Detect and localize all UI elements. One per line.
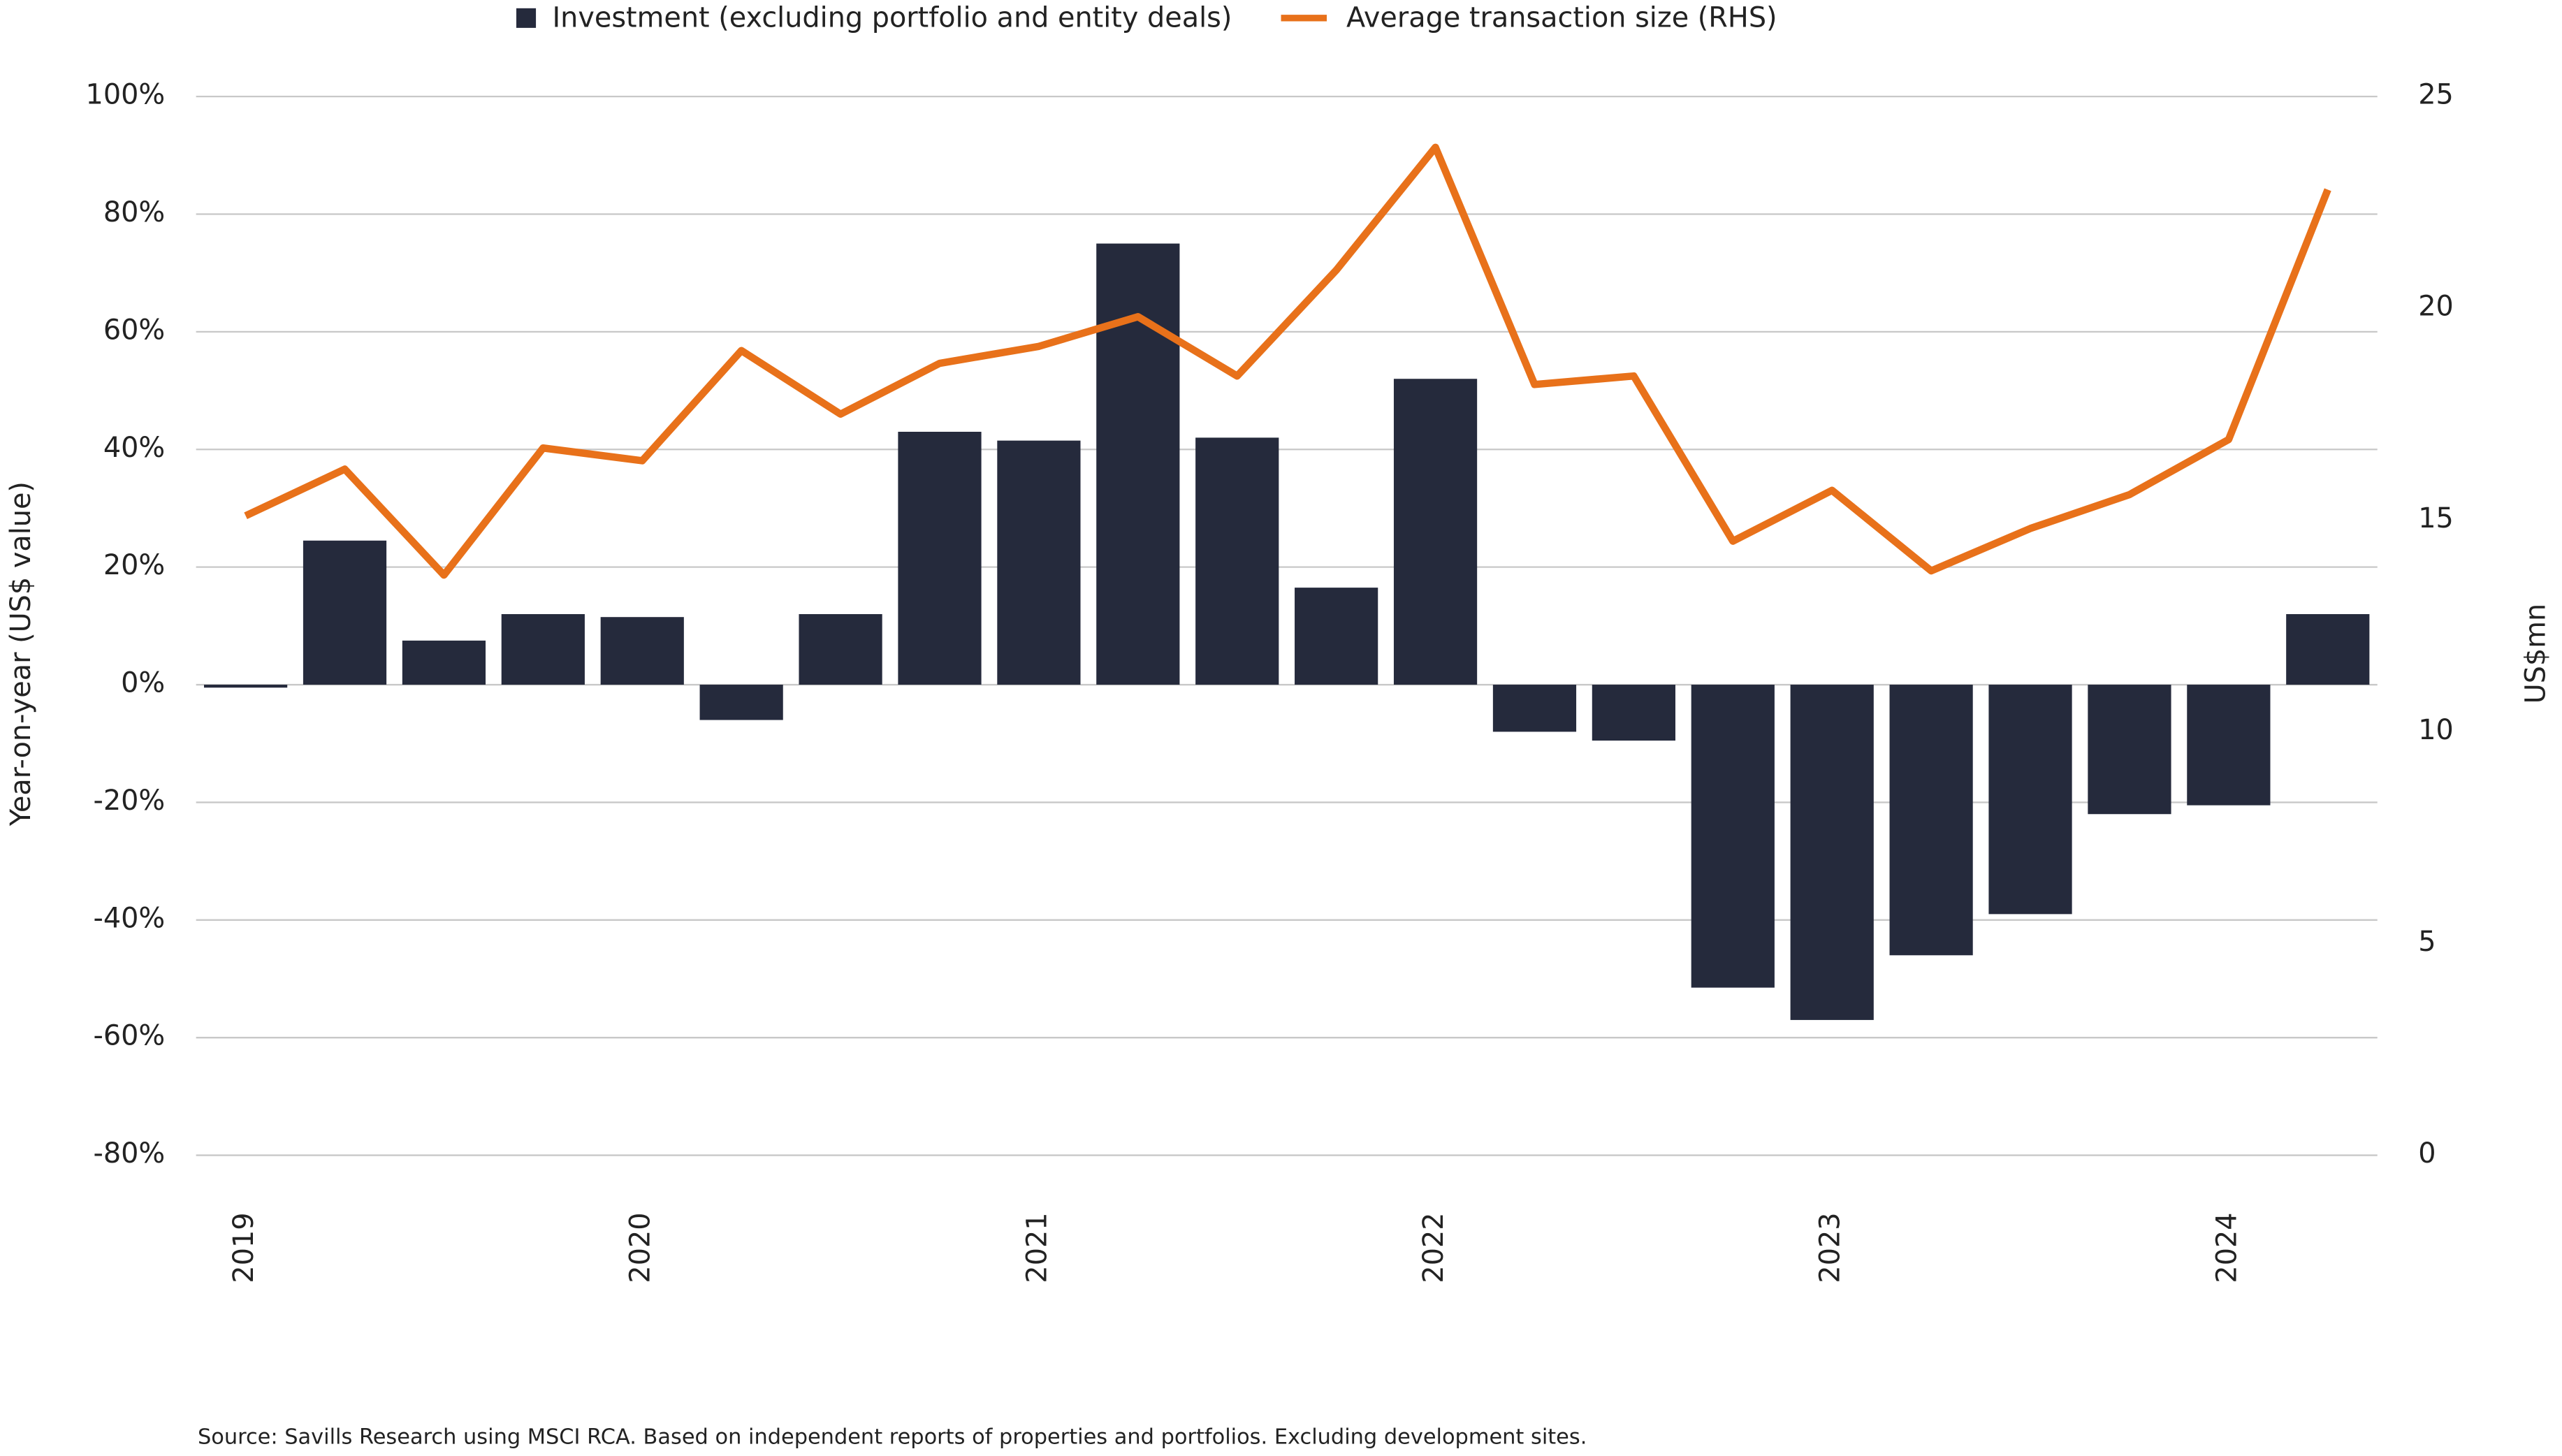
x-tick-label: 2024	[2211, 1212, 2243, 1283]
bar	[1195, 437, 1279, 685]
y-tick-label: -20%	[94, 785, 166, 817]
bar	[501, 613, 585, 685]
y-tick-label: 100%	[86, 79, 166, 111]
x-tick-label: 2021	[1021, 1212, 1053, 1283]
bar	[2187, 685, 2271, 806]
y2-tick-label: 25	[2418, 79, 2454, 111]
bar	[799, 613, 882, 685]
y2-tick-label: 10	[2418, 714, 2454, 746]
bar	[2088, 685, 2171, 815]
y-tick-label: 80%	[103, 196, 165, 228]
y-tick-label: 60%	[103, 314, 165, 346]
bar	[303, 540, 387, 685]
bar	[699, 685, 783, 720]
x-tick-label: 2020	[625, 1212, 657, 1283]
y-tick-label: -60%	[94, 1020, 166, 1052]
bar	[402, 640, 486, 685]
bar	[1592, 685, 1675, 741]
y2-tick-label: 5	[2418, 926, 2436, 958]
bar	[1295, 588, 1378, 685]
y2-tick-label: 20	[2418, 291, 2454, 323]
bar	[898, 432, 982, 685]
y-tick-label: 40%	[103, 432, 165, 464]
bar	[1988, 685, 2072, 915]
bar	[2286, 613, 2370, 685]
bar	[1691, 685, 1775, 988]
line	[244, 143, 2331, 579]
x-tick-label: 2023	[1814, 1212, 1847, 1283]
y-tick-label: -40%	[94, 902, 166, 934]
legend-label: Average transaction size (RHS)	[1346, 2, 1777, 34]
y2-axis-title: US$mn	[2519, 604, 2552, 704]
x-tick-label: 2019	[228, 1212, 260, 1283]
bar	[1096, 243, 1180, 685]
y-tick-label: -80%	[94, 1137, 166, 1170]
y-tick-label: 0%	[121, 667, 165, 699]
legend-label: Investment (excluding portfolio and enti…	[552, 2, 1232, 34]
bar	[1492, 685, 1577, 732]
y-axis-title: Year-on-year (US$ value)	[5, 481, 37, 827]
source-note: Source: Savills Research using MSCI RCA.…	[198, 1425, 1587, 1450]
bar	[997, 440, 1081, 685]
bar	[600, 617, 684, 685]
bar	[1790, 685, 1874, 1020]
y2-tick-label: 15	[2418, 502, 2454, 534]
y2-tick-label: 0	[2418, 1137, 2436, 1170]
legend-swatch	[516, 8, 537, 28]
bar	[1889, 685, 1973, 956]
x-tick-label: 2022	[1418, 1212, 1450, 1283]
bar	[203, 685, 288, 688]
y-tick-label: 20%	[103, 549, 165, 581]
bar	[1393, 379, 1478, 685]
